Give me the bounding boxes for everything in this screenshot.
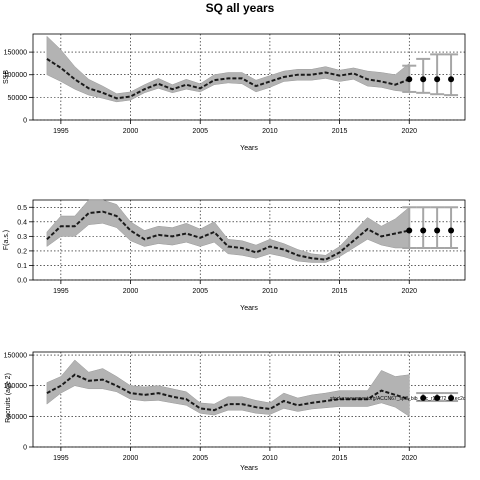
y-tick-label: 100000: [4, 383, 27, 390]
x-tick-label: 2015: [332, 128, 348, 135]
y-tick-label: 150000: [4, 353, 27, 360]
x-axis-title: Years: [240, 465, 258, 472]
x-tick-label: 2000: [123, 455, 139, 462]
x-tick-label: 2015: [332, 288, 348, 295]
y-tick-label: 100000: [4, 72, 27, 79]
figure-title: SQ all years: [206, 1, 275, 15]
projection-point: [420, 394, 427, 401]
y-tick-label: 0: [23, 118, 27, 125]
y-axis-title: Recruits (age 2): [5, 373, 12, 423]
plot-frame: [32, 33, 466, 121]
projection-point: [420, 76, 427, 83]
x-tick-label: 2000: [123, 128, 139, 135]
y-tick-label: 150000: [4, 50, 27, 57]
y-tick-label: 0.5: [17, 205, 27, 212]
median-line: [46, 210, 410, 261]
chart-panel-2: 1995 2000 2005 2010 2015 2020 0.0 0.1 0.2 0.3 0.4 0…: [3, 199, 466, 312]
y-tick-label: 0.1: [17, 263, 27, 270]
y-tick-label: 0: [23, 445, 27, 452]
y-tick-label: 0.3: [17, 234, 27, 241]
median-line: [46, 373, 410, 412]
x-tick-label: 2010: [262, 288, 278, 295]
projection-point: [434, 227, 441, 234]
y-tick-label: 0.4: [17, 219, 27, 226]
x-tick-label: 2020: [401, 455, 417, 462]
plot-frame: [32, 199, 466, 281]
x-tick-label: 1995: [53, 288, 69, 295]
y-tick-label: 0.2: [17, 248, 27, 255]
x-tick-label: 2005: [192, 128, 208, 135]
projection-point: [448, 227, 455, 234]
confidence-band: [46, 359, 410, 417]
chart-panel-3: 1995 2000 2005 2010 2015 2020 0 50000 100000 1500…: [4, 351, 466, 472]
y-tick-label: 50000: [8, 414, 28, 421]
y-tick-label: 50000: [8, 95, 28, 102]
x-tick-label: 2010: [262, 455, 278, 462]
x-tick-label: 1995: [53, 128, 69, 135]
confidence-band: [46, 35, 410, 103]
chart-panel-1: 1995 2000 2005 2010 2015 2020 0 50000 100000 1500…: [3, 33, 466, 152]
y-axis-title: F(a.s.): [3, 230, 10, 250]
x-tick-label: 2000: [123, 288, 139, 295]
median-line: [46, 58, 410, 100]
y-axis-title: SSB: [3, 70, 10, 84]
x-tick-label: 2020: [401, 288, 417, 295]
projection-point: [448, 394, 455, 401]
projection-point: [420, 227, 427, 234]
projection-point: [434, 394, 441, 401]
x-tick-label: 2010: [262, 128, 278, 135]
panels-group: 1995 2000 2005 2010 2015 2020 0 50000 100000 1500…: [3, 33, 466, 472]
projection-point: [434, 76, 441, 83]
x-tick-label: 1995: [53, 455, 69, 462]
projection-point: [406, 76, 413, 83]
x-axis-title: Years: [240, 305, 258, 312]
plot-frame: [32, 351, 466, 448]
projection-point: [406, 227, 413, 234]
y-tick-label: 0.0: [17, 278, 27, 285]
x-tick-label: 2005: [192, 288, 208, 295]
x-tick-label: 2020: [401, 128, 417, 135]
projection-point: [448, 76, 455, 83]
x-tick-label: 2015: [332, 455, 348, 462]
x-axis-title: Years: [240, 145, 258, 152]
source-annotation: stockassessmentorg/ACCN67_spill_bib_acc_…: [330, 396, 466, 402]
x-tick-label: 2005: [192, 455, 208, 462]
confidence-band: [46, 199, 410, 263]
